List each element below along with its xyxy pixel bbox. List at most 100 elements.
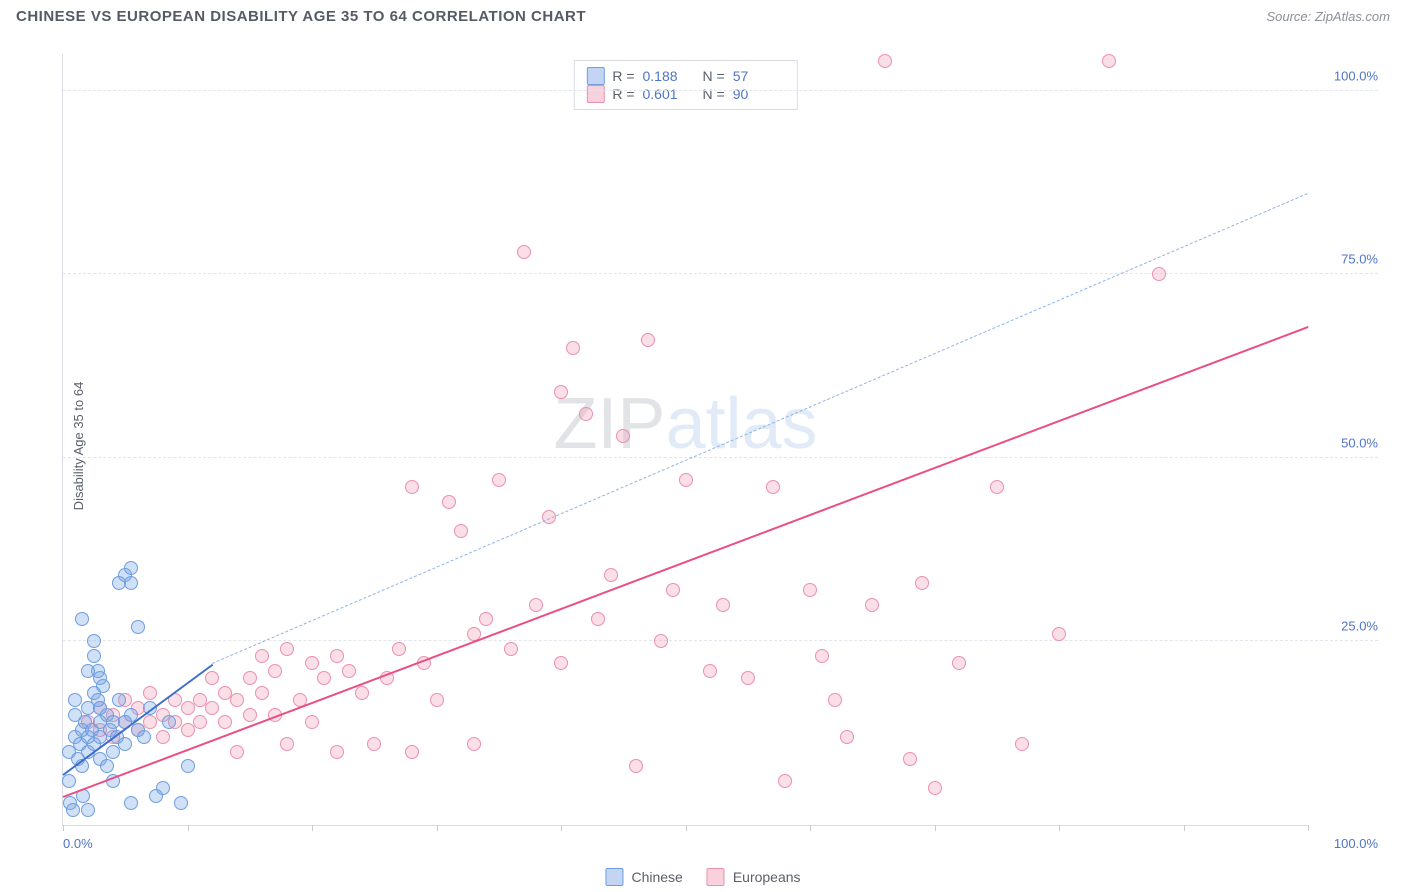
data-point: [479, 612, 493, 626]
x-tick-label-first: 0.0%: [63, 836, 93, 851]
y-tick-label: 100.0%: [1328, 68, 1378, 83]
data-point: [741, 671, 755, 685]
n-value-chinese: 57: [733, 68, 785, 84]
data-point: [928, 781, 942, 795]
data-point: [405, 745, 419, 759]
watermark: ZIPatlas: [553, 383, 817, 465]
data-point: [828, 693, 842, 707]
x-tick-label-last: 100.0%: [1328, 836, 1378, 851]
data-point: [106, 745, 120, 759]
data-point: [124, 796, 138, 810]
data-point: [118, 737, 132, 751]
x-tick: [810, 825, 811, 831]
data-point: [162, 715, 176, 729]
source-name: ZipAtlas.com: [1315, 9, 1390, 24]
data-point: [778, 774, 792, 788]
x-tick: [1308, 825, 1309, 831]
data-point: [66, 803, 80, 817]
data-point: [492, 473, 506, 487]
data-point: [193, 715, 207, 729]
data-point: [1152, 267, 1166, 281]
data-point: [305, 656, 319, 670]
chart-container: Disability Age 35 to 64 ZIPatlas R = 0.1…: [18, 36, 1388, 856]
data-point: [1102, 54, 1116, 68]
data-point: [504, 642, 518, 656]
data-point: [156, 730, 170, 744]
swatch-europeans-icon: [586, 85, 604, 103]
data-point: [230, 693, 244, 707]
data-point: [174, 796, 188, 810]
data-point: [803, 583, 817, 597]
gridline: [63, 457, 1378, 458]
data-point: [330, 745, 344, 759]
data-point: [255, 649, 269, 663]
data-point: [181, 759, 195, 773]
data-point: [342, 664, 356, 678]
data-point: [218, 715, 232, 729]
r-label: R =: [612, 68, 634, 84]
data-point: [990, 480, 1004, 494]
r-label: R =: [612, 86, 634, 102]
trend-line: [212, 194, 1308, 665]
x-tick: [935, 825, 936, 831]
data-point: [243, 671, 257, 685]
r-value-chinese: 0.188: [643, 68, 695, 84]
gridline: [63, 90, 1378, 91]
data-point: [654, 634, 668, 648]
x-tick: [437, 825, 438, 831]
data-point: [616, 429, 630, 443]
data-point: [205, 701, 219, 715]
data-point: [629, 759, 643, 773]
x-tick: [1059, 825, 1060, 831]
data-point: [579, 407, 593, 421]
data-point: [124, 561, 138, 575]
data-point: [230, 745, 244, 759]
swatch-chinese-icon: [586, 67, 604, 85]
data-point: [280, 642, 294, 656]
data-point: [81, 803, 95, 817]
x-tick: [188, 825, 189, 831]
chart-title: CHINESE VS EUROPEAN DISABILITY AGE 35 TO…: [16, 8, 586, 25]
data-point: [131, 620, 145, 634]
stats-legend: R = 0.188 N = 57 R = 0.601 N = 90: [573, 60, 797, 110]
swatch-chinese-icon: [605, 868, 623, 886]
data-point: [255, 686, 269, 700]
source-attribution: Source: ZipAtlas.com: [1266, 9, 1390, 24]
data-point: [1015, 737, 1029, 751]
data-point: [566, 341, 580, 355]
data-point: [93, 671, 107, 685]
data-point: [878, 54, 892, 68]
r-value-europeans: 0.601: [643, 86, 695, 102]
data-point: [156, 781, 170, 795]
data-point: [243, 708, 257, 722]
y-tick-label: 50.0%: [1335, 435, 1378, 450]
stats-row-europeans: R = 0.601 N = 90: [586, 85, 784, 103]
y-tick-label: 75.0%: [1335, 252, 1378, 267]
data-point: [554, 385, 568, 399]
stats-row-chinese: R = 0.188 N = 57: [586, 67, 784, 85]
data-point: [454, 524, 468, 538]
gridline: [63, 273, 1378, 274]
data-point: [442, 495, 456, 509]
x-tick: [312, 825, 313, 831]
data-point: [865, 598, 879, 612]
trend-line: [63, 326, 1309, 798]
x-tick: [686, 825, 687, 831]
data-point: [815, 649, 829, 663]
source-prefix: Source:: [1266, 9, 1314, 24]
data-point: [591, 612, 605, 626]
bottom-legend: Chinese Europeans: [605, 868, 800, 886]
data-point: [280, 737, 294, 751]
watermark-ip: IP: [597, 384, 665, 464]
data-point: [124, 576, 138, 590]
data-point: [143, 686, 157, 700]
data-point: [554, 656, 568, 670]
legend-label-chinese: Chinese: [631, 869, 682, 885]
data-point: [75, 612, 89, 626]
n-label: N =: [703, 68, 725, 84]
data-point: [903, 752, 917, 766]
data-point: [467, 737, 481, 751]
data-point: [430, 693, 444, 707]
data-point: [87, 634, 101, 648]
data-point: [205, 671, 219, 685]
